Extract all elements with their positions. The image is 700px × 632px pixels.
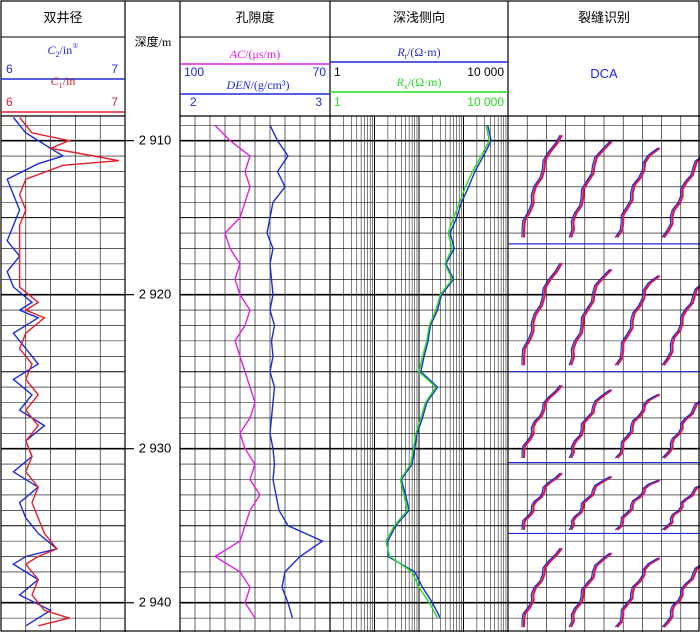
rt-scale-min: 1 <box>334 65 341 79</box>
dca-fracture-trace <box>616 557 661 628</box>
dca-fracture-trace <box>570 389 613 459</box>
curve-rx <box>385 125 491 619</box>
dca-sweep-curve <box>521 472 561 530</box>
dca-sweep-curve <box>521 262 561 366</box>
track-title-resistivity: 深浅侧向 <box>393 10 445 25</box>
track-header-porosity: 孔隙度 AC/(μs/m) 100 70 DEN/(g/cm³) 2 3 <box>180 10 330 109</box>
curve-label-ac: AC/(μs/m) <box>229 47 280 61</box>
dca-fracture-trace <box>616 393 661 459</box>
depth-tick-label: 2 920 <box>139 287 172 302</box>
curve-rt <box>387 125 492 619</box>
dca-fracture-trace <box>570 268 613 366</box>
dca-sweep-curve <box>521 384 561 459</box>
depth-ticks: 2 910 2 920 2 930 2 940 <box>139 133 172 610</box>
grid-lines <box>1 116 700 632</box>
dca-sweep-curve <box>614 147 659 238</box>
curve-label-den: DEN/(g/cm³) <box>226 78 290 92</box>
curve-layer <box>6 117 700 628</box>
track-header-fracture: 裂缝识别 DCA <box>578 10 630 81</box>
dca-fracture-trace <box>522 384 563 459</box>
dca-fracture-trace <box>522 472 563 530</box>
dca-fracture-trace <box>522 134 563 238</box>
c1-scale-max: 7 <box>111 95 118 109</box>
rt-scale-max: 10 000 <box>467 65 504 79</box>
dca-fracture-trace <box>663 285 700 366</box>
den-scale-max: 3 <box>315 95 322 109</box>
c2-scale-min: 6 <box>6 62 13 76</box>
depth-axis-label: 深度/m <box>135 34 172 49</box>
curve-label-c1: C1/in <box>51 74 76 90</box>
depth-tick-label: 2 940 <box>139 595 172 610</box>
rx-scale-max: 10 000 <box>467 95 504 109</box>
c1-scale-min: 6 <box>6 95 13 109</box>
dca-sweep-curve <box>521 134 561 238</box>
track-title-porosity: 孔隙度 <box>235 10 274 25</box>
track-title-fracture: 裂缝识别 <box>578 10 630 25</box>
rx-scale-min: 1 <box>334 95 341 109</box>
dca-sweep-curve <box>568 141 611 238</box>
dca-fracture-trace <box>663 485 700 531</box>
dca-sweep-curve <box>614 393 659 459</box>
dca-sweep-curve <box>661 484 700 531</box>
dca-fracture-trace <box>616 274 661 366</box>
dca-sweep-curve <box>568 268 611 366</box>
c2-scale-max: 7 <box>111 62 118 76</box>
dca-fracture-trace <box>522 262 563 366</box>
dca-sweep-curve <box>614 557 659 628</box>
curve-label-c2: C2/in① <box>48 42 79 59</box>
ac-scale-min: 100 <box>184 65 204 79</box>
dca-sweep-curve <box>661 156 700 238</box>
dca-fracture-trace <box>663 157 700 239</box>
curve-den <box>266 124 324 619</box>
track-header-resistivity: 深浅侧向 Rt/(Ω·m) 1 10 000 Rx/(Ω·m) 1 10 000 <box>330 10 508 109</box>
curve-ac <box>213 124 261 619</box>
curve-label-rt: Rt/(Ω·m) <box>396 45 440 61</box>
dca-sweep-curve <box>661 400 700 459</box>
dca-fracture-trace <box>616 147 661 239</box>
curve-label-dca: DCA <box>590 66 618 81</box>
track-title-caliper: 双井径 <box>43 10 82 25</box>
dca-fracture-trace <box>522 547 563 628</box>
dca-fracture-trace <box>663 565 700 628</box>
ac-scale-max: 70 <box>313 65 327 79</box>
depth-tick-label: 2 910 <box>139 133 172 148</box>
dca-sweep-curve <box>661 284 700 366</box>
dca-sweep-curve <box>521 547 561 628</box>
dca-sweep-curve <box>568 552 611 628</box>
den-scale-min: 2 <box>190 95 197 109</box>
dca-sweep-curve <box>568 476 610 531</box>
dca-sweep-curve <box>661 564 700 628</box>
dca-fracture-trace <box>570 552 613 628</box>
curve-c1 <box>18 117 119 627</box>
dca-sweep-curve <box>614 479 659 531</box>
dca-fracture-trace <box>570 140 613 238</box>
dca-sweep-curve <box>568 389 611 459</box>
dca-fracture-trace <box>663 401 700 459</box>
track-header-caliper: 双井径 C2/in① 6 7 C1/in 6 7 <box>1 10 125 113</box>
dca-fracture-trace <box>616 479 661 531</box>
dca-fracture-trace <box>570 475 613 531</box>
dca-sweep-curve <box>614 275 659 366</box>
curve-label-rx: Rx/(Ω·m) <box>396 75 442 91</box>
depth-tick-label: 2 930 <box>139 441 172 456</box>
